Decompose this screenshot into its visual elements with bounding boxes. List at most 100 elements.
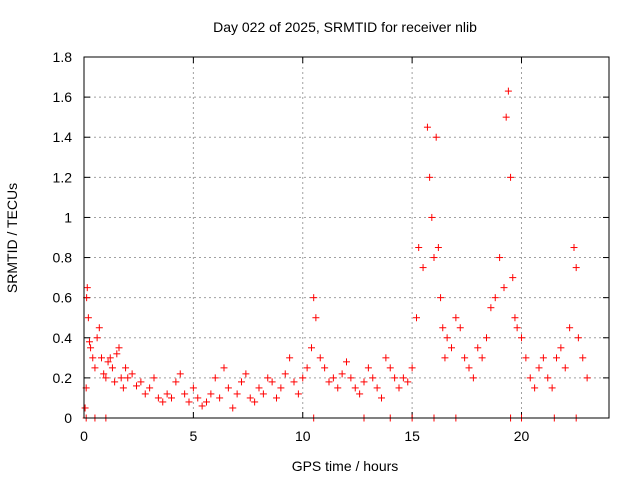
data-point bbox=[461, 354, 469, 362]
data-point bbox=[203, 398, 210, 406]
data-point bbox=[432, 133, 440, 141]
data-point bbox=[343, 358, 350, 366]
data-point bbox=[522, 354, 530, 362]
data-point bbox=[207, 390, 215, 398]
data-point bbox=[122, 364, 130, 372]
x-tick-label: 5 bbox=[189, 428, 197, 444]
data-point bbox=[216, 394, 224, 402]
data-point bbox=[329, 374, 337, 382]
data-point bbox=[434, 244, 442, 252]
data-point bbox=[312, 314, 320, 322]
data-point bbox=[474, 344, 482, 352]
data-point bbox=[220, 364, 228, 372]
data-point bbox=[146, 384, 154, 392]
data-point bbox=[83, 284, 91, 292]
data-point bbox=[399, 374, 407, 382]
data-point bbox=[119, 384, 127, 392]
data-point bbox=[150, 374, 158, 382]
data-point bbox=[141, 390, 149, 398]
y-tick-label: 0.2 bbox=[53, 370, 73, 386]
data-point bbox=[423, 123, 431, 131]
data-point bbox=[128, 370, 136, 378]
data-point bbox=[511, 314, 519, 322]
y-tick-label: 1.2 bbox=[53, 169, 73, 185]
data-point bbox=[316, 354, 324, 362]
data-point bbox=[478, 354, 486, 362]
data-point bbox=[502, 113, 510, 121]
data-point bbox=[154, 394, 162, 402]
data-point bbox=[443, 334, 451, 342]
x-tick-label: 20 bbox=[514, 428, 530, 444]
data-point bbox=[108, 364, 116, 372]
data-point bbox=[518, 334, 525, 342]
data-point bbox=[391, 374, 399, 382]
data-point bbox=[246, 394, 254, 402]
data-point bbox=[553, 354, 560, 362]
data-point bbox=[378, 394, 385, 402]
data-point bbox=[572, 264, 580, 272]
y-tick-label: 0.8 bbox=[53, 250, 73, 266]
data-point bbox=[111, 378, 119, 386]
data-point bbox=[185, 398, 193, 406]
data-point bbox=[115, 344, 123, 352]
data-point bbox=[491, 294, 499, 302]
data-point bbox=[395, 384, 403, 392]
data-point bbox=[338, 370, 346, 378]
data-point bbox=[95, 324, 103, 332]
data-point bbox=[430, 254, 438, 262]
data-point bbox=[544, 374, 552, 382]
y-tick-label: 1.4 bbox=[53, 129, 73, 145]
data-point bbox=[526, 374, 534, 382]
data-point bbox=[483, 334, 490, 342]
data-point bbox=[290, 378, 298, 386]
data-point bbox=[386, 364, 394, 372]
data-point bbox=[211, 374, 219, 382]
tick-labels: 0 0.2 0.4 0.6 0.8 1 1.2 1.4 1.6 1.8 0 5 10 15 20 bbox=[53, 49, 530, 444]
data-point bbox=[456, 324, 464, 332]
data-point bbox=[224, 384, 232, 392]
data-point bbox=[465, 364, 473, 372]
data-point bbox=[561, 364, 569, 372]
data-point bbox=[84, 314, 92, 322]
data-point bbox=[469, 374, 477, 382]
data-point bbox=[255, 384, 263, 392]
data-point bbox=[233, 390, 241, 398]
data-point bbox=[500, 284, 508, 292]
data-point bbox=[268, 378, 276, 386]
data-point bbox=[100, 370, 108, 378]
data-points bbox=[81, 87, 591, 422]
data-point bbox=[294, 390, 302, 398]
data-point bbox=[419, 264, 427, 272]
data-point bbox=[570, 244, 578, 252]
data-point bbox=[325, 378, 333, 386]
chart-title: Day 022 of 2025, SRMTID for receiver nli… bbox=[213, 19, 477, 35]
y-axis-label: SRMTID / TECUs bbox=[4, 183, 20, 293]
data-point bbox=[566, 324, 574, 332]
data-point bbox=[308, 344, 315, 352]
data-point bbox=[487, 304, 495, 312]
data-point bbox=[259, 390, 267, 398]
data-point bbox=[181, 390, 189, 398]
data-point bbox=[238, 378, 245, 386]
data-point bbox=[113, 350, 121, 358]
data-point bbox=[535, 364, 543, 372]
data-point bbox=[439, 324, 447, 332]
data-point bbox=[583, 374, 591, 382]
data-point bbox=[89, 354, 97, 362]
data-point bbox=[133, 382, 140, 390]
data-point bbox=[557, 344, 565, 352]
data-point bbox=[413, 314, 420, 322]
data-point bbox=[504, 87, 512, 95]
data-point bbox=[106, 354, 114, 362]
data-point bbox=[360, 378, 368, 386]
data-point bbox=[159, 398, 167, 406]
data-point bbox=[415, 244, 423, 252]
data-point bbox=[251, 398, 259, 406]
y-tick-label: 0 bbox=[64, 410, 72, 426]
data-point bbox=[102, 374, 110, 382]
data-point bbox=[85, 338, 93, 346]
grid bbox=[84, 57, 609, 418]
x-tick-label: 0 bbox=[80, 428, 88, 444]
data-point bbox=[277, 384, 285, 392]
data-point bbox=[351, 384, 359, 392]
